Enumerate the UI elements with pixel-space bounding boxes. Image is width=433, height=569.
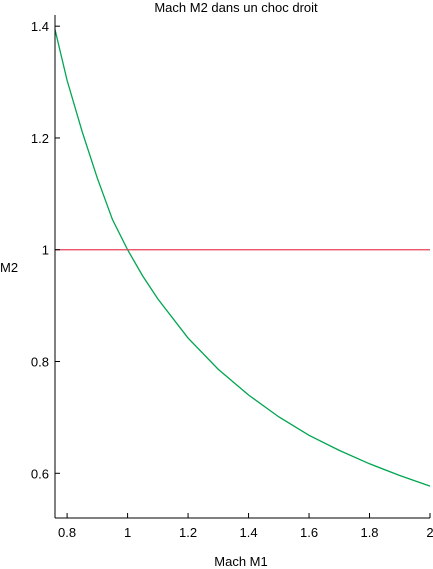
y-tick-label: 0.8: [31, 355, 49, 370]
x-tick-label: 1.6: [300, 525, 318, 540]
y-tick-label: 1.4: [31, 19, 49, 34]
x-tick-label: 2: [426, 525, 433, 540]
y-axis-label: M2: [0, 260, 18, 275]
chart-title: Mach M2 dans un choc droit: [154, 0, 318, 15]
series-line-1: [54, 29, 431, 487]
y-tick-label: 1: [42, 243, 49, 258]
x-tick-label: 1: [124, 525, 131, 540]
y-tick-label: 0.6: [31, 466, 49, 481]
ticks-layer: 0.8 1 1.2 1.4 1.6 1.8 2 0.6 0.8 1 1.2 1.4: [31, 19, 433, 540]
series-layer: [54, 29, 431, 487]
x-tick-label: 1.2: [179, 525, 197, 540]
y-tick-label: 1.2: [31, 131, 49, 146]
x-tick-label: 1.8: [360, 525, 378, 540]
x-tick-label: 1.4: [240, 525, 258, 540]
x-axis-label: Mach M1: [214, 554, 267, 569]
x-tick-label: 0.8: [58, 525, 76, 540]
